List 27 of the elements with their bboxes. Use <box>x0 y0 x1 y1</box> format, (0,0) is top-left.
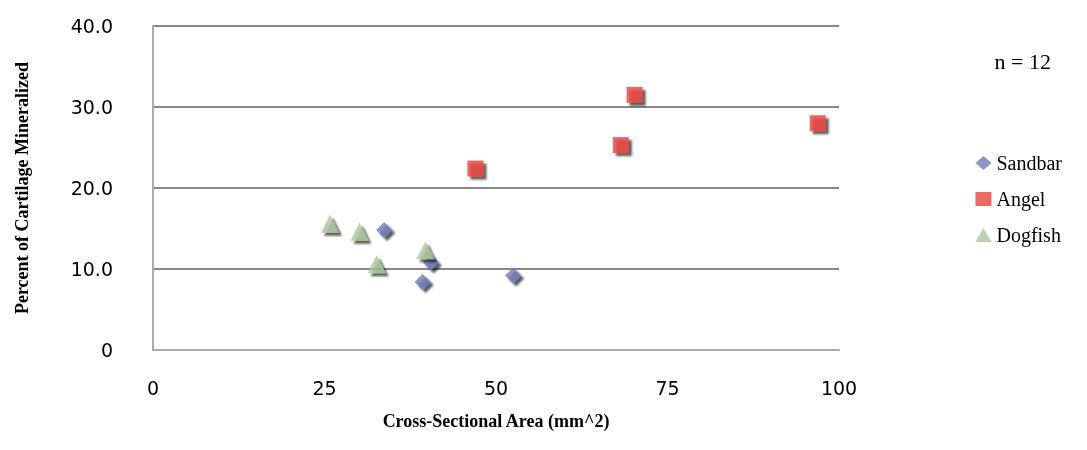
point <box>467 160 484 177</box>
y-tick-label: 30.0 <box>70 96 113 118</box>
legend-label: Dogfish <box>996 224 1061 247</box>
point <box>350 222 369 241</box>
point <box>505 267 522 284</box>
point <box>612 137 629 154</box>
x-tick-label: 25 <box>312 376 337 399</box>
x-tick-label: 100 <box>820 376 858 399</box>
point <box>367 255 386 274</box>
y-tick-label: 20.0 <box>70 177 113 199</box>
point <box>376 222 393 239</box>
y-tick-label: 10.0 <box>70 258 113 280</box>
x-tick-label: 75 <box>655 376 680 399</box>
y-tick-label: 0 <box>100 339 113 361</box>
text: n = 12 <box>994 48 1052 74</box>
y-axis-title: Percent of Cartilage Mineralized <box>12 61 32 315</box>
x-tick-label: 50 <box>483 376 509 399</box>
point <box>416 241 435 260</box>
y-tick-label: 40.0 <box>70 15 113 37</box>
point <box>414 273 431 290</box>
point <box>809 115 826 132</box>
point <box>320 214 339 233</box>
x-axis-title: Cross-Sectional Area (mm^2) <box>382 411 610 432</box>
legend-label: Angel <box>996 188 1046 211</box>
point <box>626 86 643 103</box>
x-tick-label: 0 <box>146 376 160 399</box>
legend-label: Sandbar <box>996 152 1063 174</box>
